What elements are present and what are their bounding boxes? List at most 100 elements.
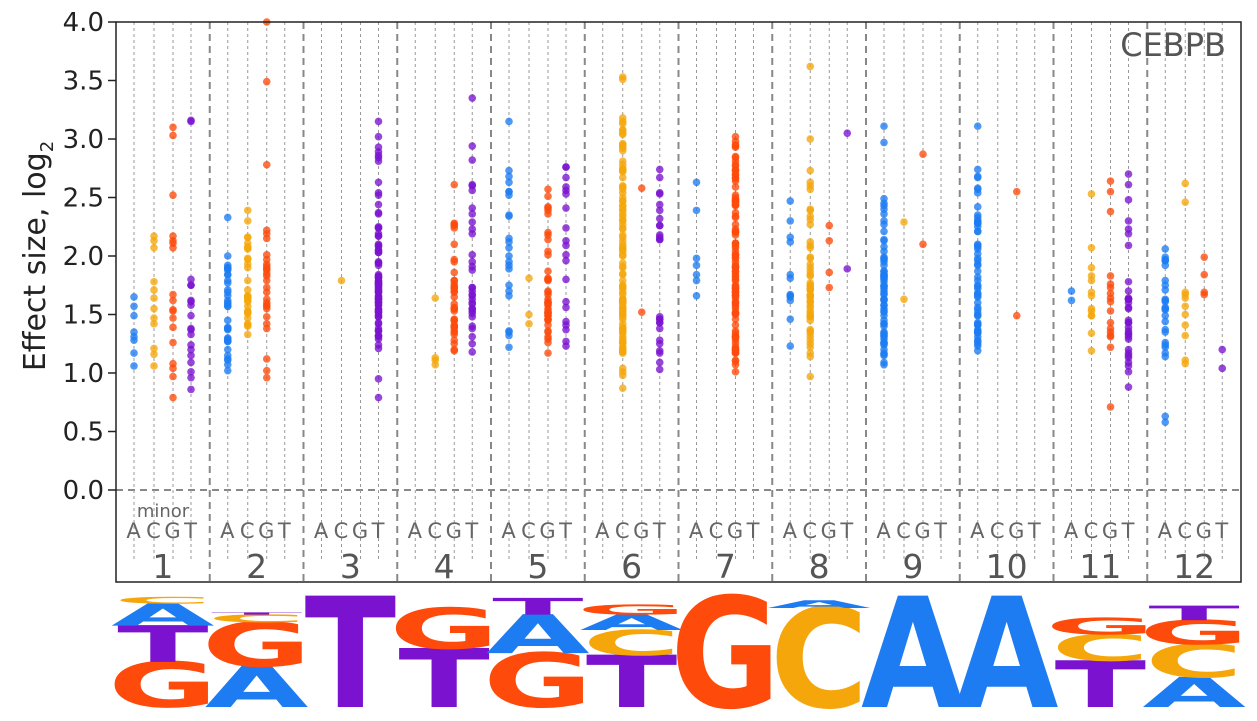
base-label: A <box>126 519 141 543</box>
data-point-C <box>618 160 627 169</box>
base-label: C <box>427 519 443 543</box>
data-point-A <box>1067 296 1076 305</box>
data-point-T <box>655 200 664 209</box>
base-label: C <box>615 519 631 543</box>
data-point-C <box>1181 302 1190 311</box>
data-point-A <box>880 199 888 208</box>
data-point-C <box>618 259 627 267</box>
data-point-T <box>1124 170 1133 178</box>
data-point-A <box>973 306 982 314</box>
data-point-G <box>731 288 740 297</box>
data-point-A <box>973 185 982 194</box>
logo-letter-T: T <box>586 641 677 721</box>
data-point-A <box>786 217 795 225</box>
data-point-T <box>468 186 477 195</box>
y-tick-label: 4.0 <box>63 8 104 38</box>
data-point-G <box>169 290 177 299</box>
data-point-C <box>618 212 627 221</box>
data-point-C <box>150 294 158 302</box>
factor-badge: CEBPB <box>1120 26 1226 64</box>
data-point-T <box>655 318 664 327</box>
logo-letter-C: C <box>770 580 868 721</box>
data-point-C <box>806 241 815 250</box>
x-axis-labels: A C G T1A C G T2A C G T3A C G T4A C G T5A C G T6A C G T7A C G T8… <box>126 519 1228 586</box>
data-point-C <box>243 291 252 300</box>
logo-letter-G: G <box>670 566 780 721</box>
data-point-A <box>505 191 513 199</box>
data-point-A <box>505 287 513 295</box>
data-point-G <box>450 336 459 345</box>
data-point-A <box>1161 261 1170 270</box>
data-point-T <box>374 341 383 349</box>
data-point-A <box>973 165 982 174</box>
data-point-T <box>562 297 570 306</box>
data-point-T <box>562 325 570 334</box>
data-point-C <box>806 178 815 187</box>
position-label: 11 <box>1079 547 1121 586</box>
data-point-G <box>544 185 552 194</box>
data-point-C <box>1087 329 1096 338</box>
data-point-T <box>843 265 852 273</box>
logo-letter-C: C <box>1145 635 1243 689</box>
data-point-C <box>243 320 252 328</box>
data-point-G <box>262 276 271 285</box>
data-point-A <box>880 308 888 316</box>
data-point-A <box>505 265 513 273</box>
data-point-G <box>169 123 177 132</box>
base-label: A <box>783 519 798 543</box>
data-point-T <box>468 258 477 266</box>
base-label: G <box>727 519 744 543</box>
position-label: 1 <box>152 547 173 586</box>
data-point-C <box>243 245 252 253</box>
data-point-C <box>806 313 815 321</box>
data-point-A <box>973 122 982 130</box>
data-point-T <box>374 117 383 126</box>
data-point-G <box>450 315 459 323</box>
data-point-G <box>825 283 834 292</box>
data-point-C <box>1087 304 1096 313</box>
data-point-C <box>243 233 252 242</box>
data-point-A <box>973 273 982 281</box>
data-point-T <box>1124 383 1133 391</box>
data-point-T <box>655 358 664 367</box>
data-point-G <box>544 327 552 335</box>
data-point-G <box>450 276 459 285</box>
data-point-G <box>544 251 552 259</box>
logo-letter-T: T <box>492 593 583 620</box>
data-point-T <box>374 318 383 327</box>
data-point-A <box>786 293 795 301</box>
y-axis-subscript: 2 <box>37 141 58 152</box>
y-axis: 0.0 0.5 1.0 1.5 2.0 2.5 3.0 3.5 4.0 <box>63 8 116 506</box>
data-point-T <box>562 317 570 326</box>
data-point-T <box>1124 277 1133 286</box>
data-point-T <box>1124 196 1133 204</box>
logo-letter-A: A <box>861 566 965 721</box>
logo-letter-G: G <box>577 602 687 618</box>
data-point-G <box>731 267 740 276</box>
logo-letter-T: T <box>211 612 303 616</box>
data-point-G <box>731 346 740 355</box>
data-point-C <box>618 189 627 197</box>
logo-letter-G: G <box>108 649 218 721</box>
data-point-A <box>880 320 888 328</box>
data-point-T <box>655 165 664 174</box>
data-point-A <box>1161 311 1170 320</box>
data-point-G <box>731 231 740 239</box>
data-point-A <box>505 281 513 290</box>
data-point-C <box>618 338 627 347</box>
data-point-A <box>1161 418 1170 426</box>
data-point-T <box>374 261 383 270</box>
data-point-C <box>806 253 815 261</box>
base-label: T <box>652 519 667 543</box>
data-point-G <box>731 368 740 376</box>
data-point-T <box>374 229 383 238</box>
data-point-C <box>431 294 440 302</box>
data-point-A <box>505 328 513 336</box>
data-point-A <box>880 290 888 299</box>
data-point-T <box>187 373 195 382</box>
data-point-T <box>468 94 477 102</box>
data-point-G <box>1200 253 1209 261</box>
data-point-G <box>262 355 271 363</box>
